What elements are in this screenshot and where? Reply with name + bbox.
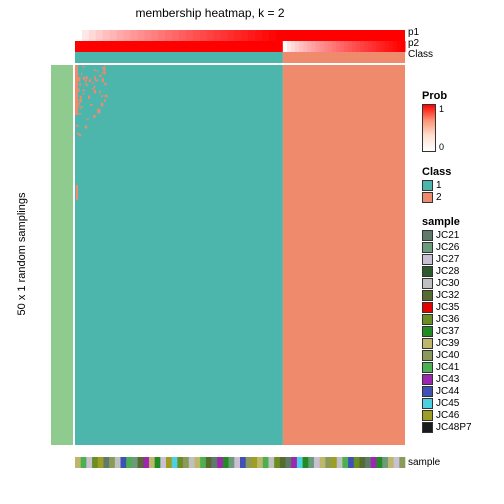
sample-legend-title: sample xyxy=(422,216,472,228)
sample-legend-item: JC40 xyxy=(422,350,472,361)
sample-legend-item: JC45 xyxy=(422,398,472,409)
sample-legend-item: JC48P7 xyxy=(422,422,472,433)
sample-legend-item: JC30 xyxy=(422,278,472,289)
sample-legend-item: JC37 xyxy=(422,326,472,337)
class-legend-item: 1 xyxy=(422,180,472,191)
prob-tick-min: 0 xyxy=(439,142,444,152)
sample-legend-item: JC32 xyxy=(422,290,472,301)
sample-legend-item: JC27 xyxy=(422,254,472,265)
sample-legend-item: JC43 xyxy=(422,374,472,385)
prob-legend-title: Prob xyxy=(422,90,472,102)
sample-legend-item: JC28 xyxy=(422,266,472,277)
legend-container: Prob10Class12sampleJC21JC26JC27JC28JC30J… xyxy=(422,90,472,434)
sample-legend-item: JC36 xyxy=(422,314,472,325)
sample-legend-item: JC41 xyxy=(422,362,472,373)
sample-legend-item: JC46 xyxy=(422,410,472,421)
sample-legend-item: JC35 xyxy=(422,302,472,313)
sample-legend-item: JC26 xyxy=(422,242,472,253)
class-legend-title: Class xyxy=(422,166,472,178)
prob-tick-max: 1 xyxy=(439,104,444,114)
sample-legend-item: JC21 xyxy=(422,230,472,241)
prob-gradient xyxy=(422,104,436,152)
sample-legend-item: JC44 xyxy=(422,386,472,397)
class-legend-item: 2 xyxy=(422,192,472,203)
sample-legend-item: JC39 xyxy=(422,338,472,349)
